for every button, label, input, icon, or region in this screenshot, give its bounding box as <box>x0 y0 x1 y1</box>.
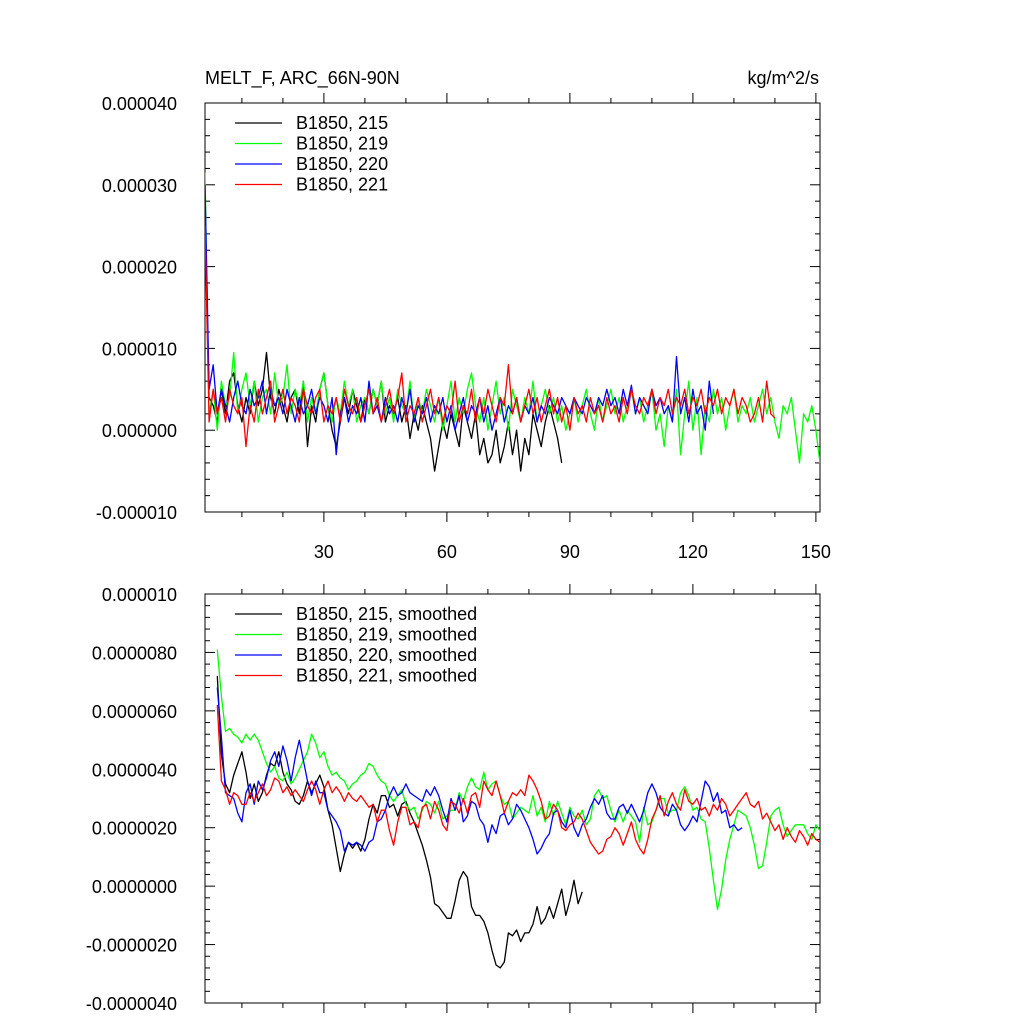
series-line-0 <box>216 675 583 969</box>
top-chart-panel: MELT_F, ARC_66N-90N kg/m^2/s -0.000010 0.00… <box>96 68 831 562</box>
y-tick-label: 0.0000000 <box>92 877 177 897</box>
plot-frame <box>204 102 821 513</box>
series-line-0 <box>205 217 563 472</box>
y-tick-label: -0.0000040 <box>86 994 177 1014</box>
series-line-3 <box>216 704 820 855</box>
y-tick-label: -0.0000020 <box>86 936 177 956</box>
y-tick-label: 0.000030 <box>102 176 177 196</box>
bottom-chart-panel: -0.0000040 -0.0000020 0.0000000 0.0000020 0.… <box>86 584 821 1014</box>
plot-frame <box>204 593 821 1004</box>
y-tick-label: -0.000010 <box>96 503 177 523</box>
series-line-2 <box>205 184 715 456</box>
series-line-3 <box>205 225 776 448</box>
y-tick-label: 0.000020 <box>102 258 177 278</box>
y-tick-label: 0.0000040 <box>92 760 177 780</box>
y-tick-label: 0.000010 <box>102 585 177 605</box>
legend-label: B1850, 221 <box>296 175 388 195</box>
x-tick-label: 150 <box>801 542 831 562</box>
legend-label: B1850, 219, smoothed <box>296 625 477 645</box>
y-tick-label: 0.0000060 <box>92 702 177 722</box>
legend-label: B1850, 220 <box>296 154 388 174</box>
legend-label: B1850, 215, smoothed <box>296 604 477 624</box>
y-tick-label: 0.0000020 <box>92 819 177 839</box>
legend-label: B1850, 220, smoothed <box>296 645 477 665</box>
legend-label: B1850, 219 <box>296 134 388 154</box>
y-tick-label: 0.0000080 <box>92 643 177 663</box>
series-line-2 <box>216 687 743 855</box>
legend-label: B1850, 221, smoothed <box>296 666 477 686</box>
x-tick-label: 120 <box>678 542 708 562</box>
y-tick-label: 0.000040 <box>102 94 177 114</box>
chart-title: MELT_F, ARC_66N-90N <box>205 68 400 89</box>
y-tick-label: 0.000000 <box>102 421 177 441</box>
x-tick-label: 30 <box>314 542 334 562</box>
x-tick-label: 90 <box>560 542 580 562</box>
units-label: kg/m^2/s <box>748 68 819 88</box>
y-tick-label: 0.000010 <box>102 339 177 359</box>
legend-label: B1850, 215 <box>296 113 388 133</box>
x-tick-label: 60 <box>437 542 457 562</box>
